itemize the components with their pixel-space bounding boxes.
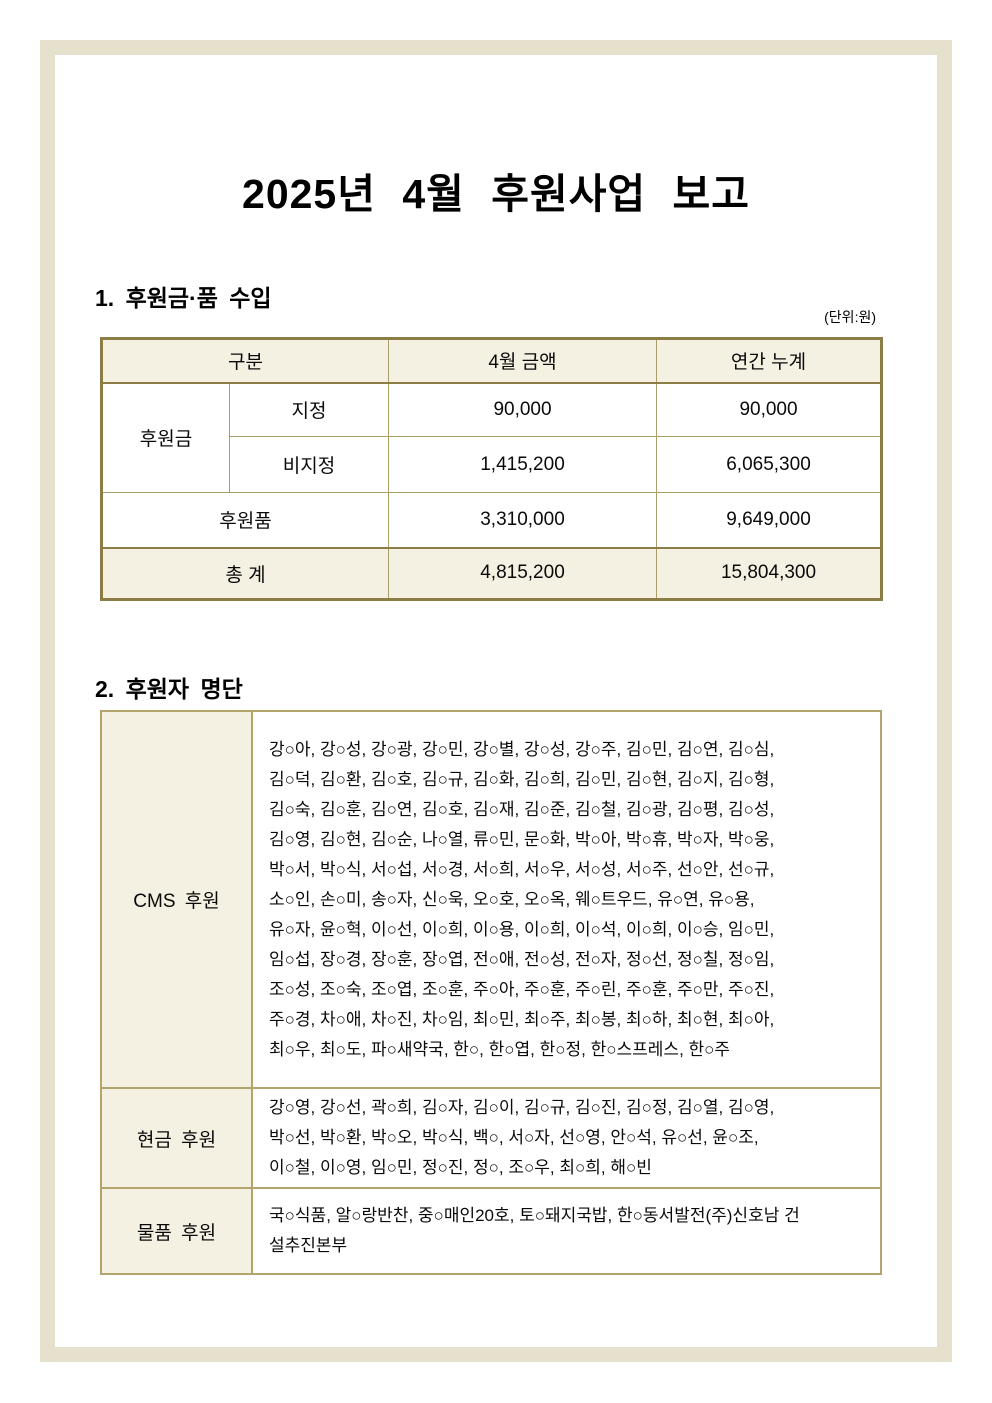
donor-row-cms: CMS 후원 강○아, 강○성, 강○광, 강○민, 강○별, 강○성, 강○주… [100, 710, 882, 1089]
name-line: 강○영, 강○선, 곽○희, 김○자, 김○이, 김○규, 김○진, 김○정, … [269, 1098, 775, 1117]
unit-note: (단위:원) [824, 309, 876, 325]
income-header-category: 구분 [101, 338, 389, 384]
name-line: 박○선, 박○환, 박○오, 박○식, 백○, 서○자, 선○영, 안○석, 유… [269, 1128, 759, 1147]
income-label-goods: 후원품 [101, 492, 389, 548]
page-title: 2025년 4월 후원사업 보고 [242, 171, 750, 217]
donor-row-cash: 현금 후원 강○영, 강○선, 곽○희, 김○자, 김○이, 김○규, 김○진,… [100, 1087, 882, 1189]
page-border-frame [40, 40, 952, 1362]
income-total-april: 4,815,200 [388, 546, 657, 600]
donor-names-cms: 강○아, 강○성, 강○광, 강○민, 강○별, 강○성, 강○주, 김○민, … [251, 710, 882, 1089]
donor-table: CMS 후원 강○아, 강○성, 강○광, 강○민, 강○별, 강○성, 강○주… [100, 710, 882, 1275]
section-1-heading: 1. 후원금·품 수입 [95, 285, 272, 311]
income-goods-yearly: 9,649,000 [656, 492, 882, 548]
donor-label-goods: 물품 후원 [100, 1187, 253, 1275]
name-line: 유○자, 윤○혁, 이○선, 이○희, 이○용, 이○희, 이○석, 이○희, … [269, 919, 775, 939]
name-line: 주○경, 차○애, 차○진, 차○임, 최○민, 최○주, 최○봉, 최○하, … [269, 1009, 775, 1029]
name-line: 김○영, 김○현, 김○순, 나○열, 류○민, 문○화, 박○아, 박○휴, … [269, 829, 775, 849]
name-line: 강○아, 강○성, 강○광, 강○민, 강○별, 강○성, 강○주, 김○민, … [269, 739, 775, 759]
income-header-yearly: 연간 누계 [656, 338, 882, 384]
income-row-designated: 후원금 지정 90,000 90,000 [101, 382, 882, 493]
income-undesignated-yearly: 6,065,300 [656, 436, 882, 493]
income-undesignated-april: 1,415,200 [388, 436, 657, 493]
income-label-undesignated: 비지정 [229, 436, 389, 493]
name-line: 김○숙, 김○훈, 김○연, 김○호, 김○재, 김○준, 김○철, 김○광, … [269, 799, 775, 819]
name-line: 소○인, 손○미, 송○자, 신○욱, 오○호, 오○옥, 웨○트우드, 유○연… [269, 889, 755, 909]
income-group-donation-money: 후원금 [101, 382, 230, 493]
section-2-heading: 2. 후원자 명단 [95, 676, 243, 702]
name-line: 이○철, 이○영, 임○민, 정○진, 정○, 조○우, 최○희, 해○빈 [269, 1158, 652, 1177]
name-line: 조○성, 조○숙, 조○엽, 조○훈, 주○아, 주○훈, 주○린, 주○훈, … [269, 979, 775, 999]
income-designated-yearly: 90,000 [656, 382, 882, 437]
income-designated-april: 90,000 [388, 382, 657, 437]
donor-label-cash: 현금 후원 [100, 1087, 253, 1189]
income-table: 구분 4월 금액 연간 누계 후원금 지정 90,000 90,000 비지정 … [100, 337, 883, 601]
donor-names-cash: 강○영, 강○선, 곽○희, 김○자, 김○이, 김○규, 김○진, 김○정, … [251, 1087, 882, 1189]
income-row-goods: 후원품 3,310,000 9,649,000 [101, 492, 882, 548]
donor-row-goods: 물품 후원 국○식품, 알○랑반찬, 중○매인20호, 토○돼지국밥, 한○동서… [100, 1187, 882, 1275]
income-label-total: 총 계 [101, 546, 389, 600]
income-total-yearly: 15,804,300 [656, 546, 882, 600]
donor-label-cms: CMS 후원 [100, 710, 253, 1089]
donor-names-goods: 국○식품, 알○랑반찬, 중○매인20호, 토○돼지국밥, 한○동서발전(주)신… [251, 1187, 882, 1275]
name-line: 최○우, 최○도, 파○새약국, 한○, 한○엽, 한○정, 한○스프레스, 한… [269, 1039, 731, 1059]
income-table-header-row: 구분 4월 금액 연간 누계 [101, 338, 882, 384]
income-goods-april: 3,310,000 [388, 492, 657, 548]
name-line: 국○식품, 알○랑반찬, 중○매인20호, 토○돼지국밥, 한○동서발전(주)신… [269, 1206, 800, 1225]
income-header-april: 4월 금액 [388, 338, 657, 384]
name-line: 김○덕, 김○환, 김○호, 김○규, 김○화, 김○희, 김○민, 김○현, … [269, 769, 775, 789]
name-line: 박○서, 박○식, 서○섭, 서○경, 서○희, 서○우, 서○성, 서○주, … [269, 859, 775, 879]
income-label-designated: 지정 [229, 382, 389, 437]
name-line: 설추진본부 [269, 1236, 348, 1255]
income-row-undesignated: 비지정 1,415,200 6,065,300 [102, 436, 882, 493]
income-row-total: 총 계 4,815,200 15,804,300 [101, 546, 882, 600]
name-line: 임○섭, 장○경, 장○훈, 장○엽, 전○애, 전○성, 전○자, 정○선, … [269, 949, 775, 969]
